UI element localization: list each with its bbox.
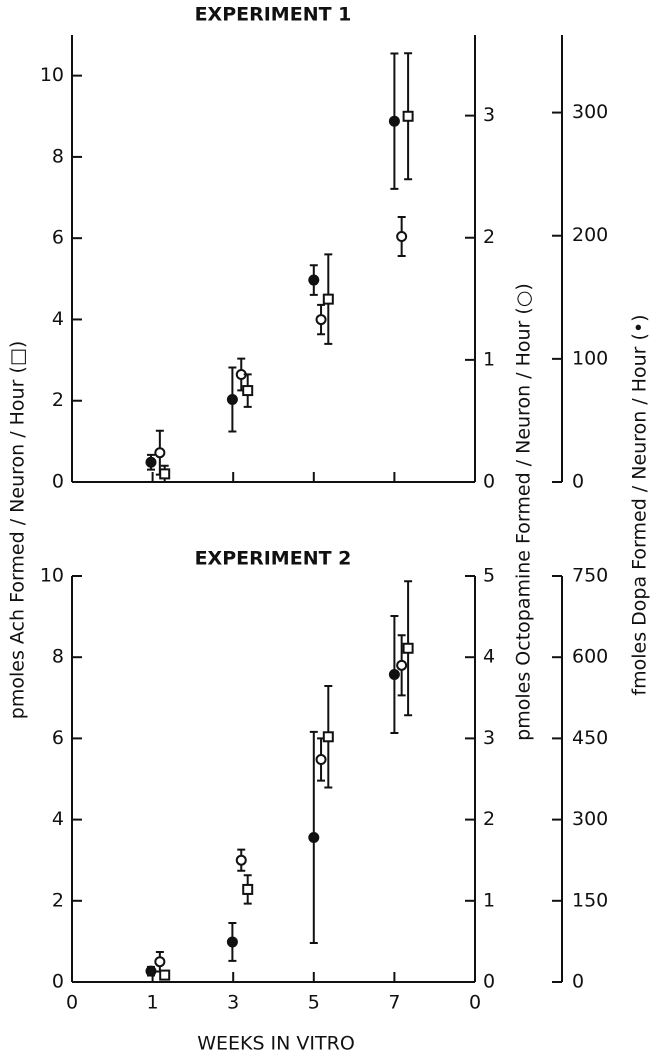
square-point [159,468,171,480]
y-tick-label: 0 [483,471,495,493]
y-tick-label: 1 [483,348,495,370]
filled-circle-point [145,965,157,977]
open-circle-point [315,314,327,326]
y-tick-label: 0 [483,971,495,993]
filled-circle-point [308,274,320,286]
filled-circle-point [226,393,238,405]
y-tick-label: 8 [52,646,64,668]
square-point [402,110,414,122]
y-tick-label: 3 [483,727,495,749]
filled-circle-point [388,669,400,681]
filled-circle-point [308,831,320,843]
y-tick-label: 8 [52,145,64,167]
y-tick-label: 100 [572,347,608,369]
filled-circle-point [226,936,238,948]
open-circle-point [154,447,166,459]
square-point [322,731,334,743]
open-circle-point [315,754,327,766]
y2-axis-label: pmoles Octopamine Formed / Neuron / Hour… [513,283,535,741]
square-point [242,385,254,397]
x-tick-label: 0 [469,992,481,1014]
y-tick-label: 0 [52,471,64,493]
open-circle-point [396,659,408,671]
x-axis-label: WEEKS IN VITRO [197,1033,355,1055]
y-tick-label: 450 [572,727,608,749]
y-tick-label: 1 [483,889,495,911]
y-tick-label: 4 [52,808,64,830]
y-tick-label: 150 [572,889,608,911]
x-tick-label: 7 [388,992,400,1014]
y-tick-label: 4 [52,308,64,330]
y-tick-label: 6 [52,727,64,749]
y-tick-label: 0 [52,971,64,993]
y-tick-label: 2 [52,389,64,411]
y-tick-label: 10 [40,565,64,587]
y-tick-label: 300 [572,808,608,830]
x-tick-label: 0 [66,992,78,1014]
y-tick-label: 3 [483,104,495,126]
y-tick-label: 5 [483,565,495,587]
y-tick-label: 4 [483,646,495,668]
filled-circle-point [145,456,157,468]
y-tick-label: 300 [572,101,608,123]
y3-axis-label: fmoles Dopa Formed / Neuron / Hour (•) [629,314,651,695]
x-tick-label: 5 [308,992,320,1014]
y-tick-label: 2 [52,889,64,911]
panel-title: EXPERIMENT 1 [195,4,352,26]
panel-title: EXPERIMENT 2 [195,548,352,570]
x-tick-label: 1 [147,992,159,1014]
square-point [159,969,171,981]
y-tick-label: 6 [52,227,64,249]
y-tick-label: 200 [572,224,608,246]
open-circle-point [235,854,247,866]
y-tick-label: 750 [572,565,608,587]
square-point [242,883,254,895]
square-point [322,293,334,305]
open-circle-point [396,231,408,243]
y-tick-label: 0 [572,971,584,993]
square-point [402,642,414,654]
y-tick-label: 2 [483,226,495,248]
y-tick-label: 0 [572,471,584,493]
x-tick-label: 3 [227,992,239,1014]
y-tick-label: 10 [40,64,64,86]
y-tick-label: 600 [572,646,608,668]
open-circle-point [154,956,166,968]
filled-circle-point [388,115,400,127]
y-axis-label: pmoles Ach Formed / Neuron / Hour (□) [7,341,29,719]
y-tick-label: 2 [483,808,495,830]
